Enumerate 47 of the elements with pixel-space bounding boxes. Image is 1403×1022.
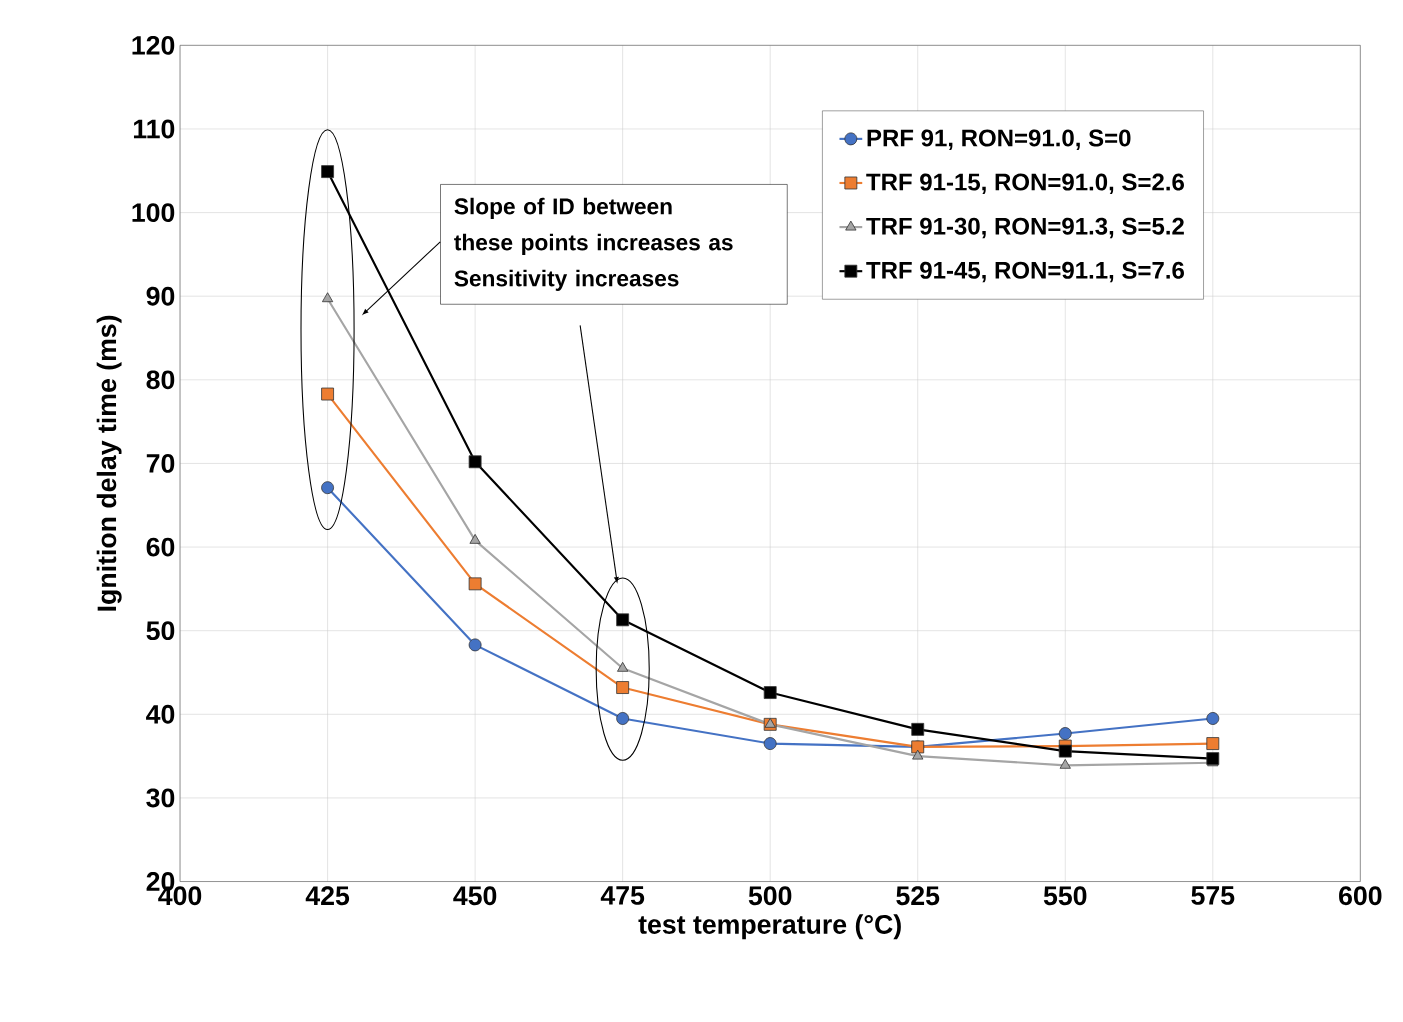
point (321, 387, 334, 401)
point (763, 737, 777, 751)
point (912, 749, 924, 760)
y-axis-title: Ignition delay time (ms) (96, 316, 122, 611)
x-tick-label: 450 (453, 886, 497, 906)
y-tick-label: 40 (146, 705, 175, 724)
x-tick-label: 475 (600, 886, 645, 906)
point (1206, 737, 1220, 751)
y-tick-label: 70 (146, 454, 175, 474)
x-tick-label: 525 (896, 886, 940, 906)
y-tick-label: 50 (146, 621, 175, 641)
y-tick-label: 80 (146, 370, 175, 390)
point (321, 481, 334, 495)
y-tick-label: 60 (146, 537, 175, 557)
legend-label: TRF 91-15, RON=91.0, S=2.6 (866, 173, 1184, 195)
point (469, 534, 481, 544)
point (911, 723, 925, 736)
x-tick-label: 550 (1043, 886, 1087, 906)
y-tick-label: 110 (133, 119, 175, 139)
x-tick-label: 425 (305, 886, 350, 906)
point (617, 662, 629, 672)
point (468, 638, 482, 652)
x-tick-label: 575 (1191, 886, 1235, 906)
y-tick-label: 120 (132, 36, 175, 55)
point (616, 681, 630, 695)
y-tick-label: 30 (146, 788, 175, 808)
point (321, 165, 334, 179)
point (1206, 752, 1220, 766)
point (1206, 712, 1220, 726)
legend-label: PRF 91, RON=91.0, S=0 (867, 129, 1131, 151)
point (1058, 727, 1072, 741)
annotation: Slope of ID between these points increases as Sensitivity increases (454, 197, 733, 292)
x-tick-label: 600 (1339, 886, 1382, 906)
point (1058, 744, 1072, 758)
point (616, 712, 630, 726)
x-tick-label: 500 (748, 886, 792, 906)
y-tick-label: 90 (146, 286, 175, 306)
x-axis-title: test temperature (°C) (638, 914, 901, 940)
point (616, 613, 630, 627)
point (763, 686, 777, 700)
point (468, 455, 482, 469)
legend-label: TRF 91-45, RON=91.1, S=7.6 (866, 262, 1184, 283)
legend-label: TRF 91-30, RON=91.3, S=5.2 (866, 217, 1184, 239)
point (468, 577, 482, 591)
point (1059, 759, 1071, 769)
point (321, 292, 334, 303)
y-tick-label: 100 (132, 203, 175, 223)
